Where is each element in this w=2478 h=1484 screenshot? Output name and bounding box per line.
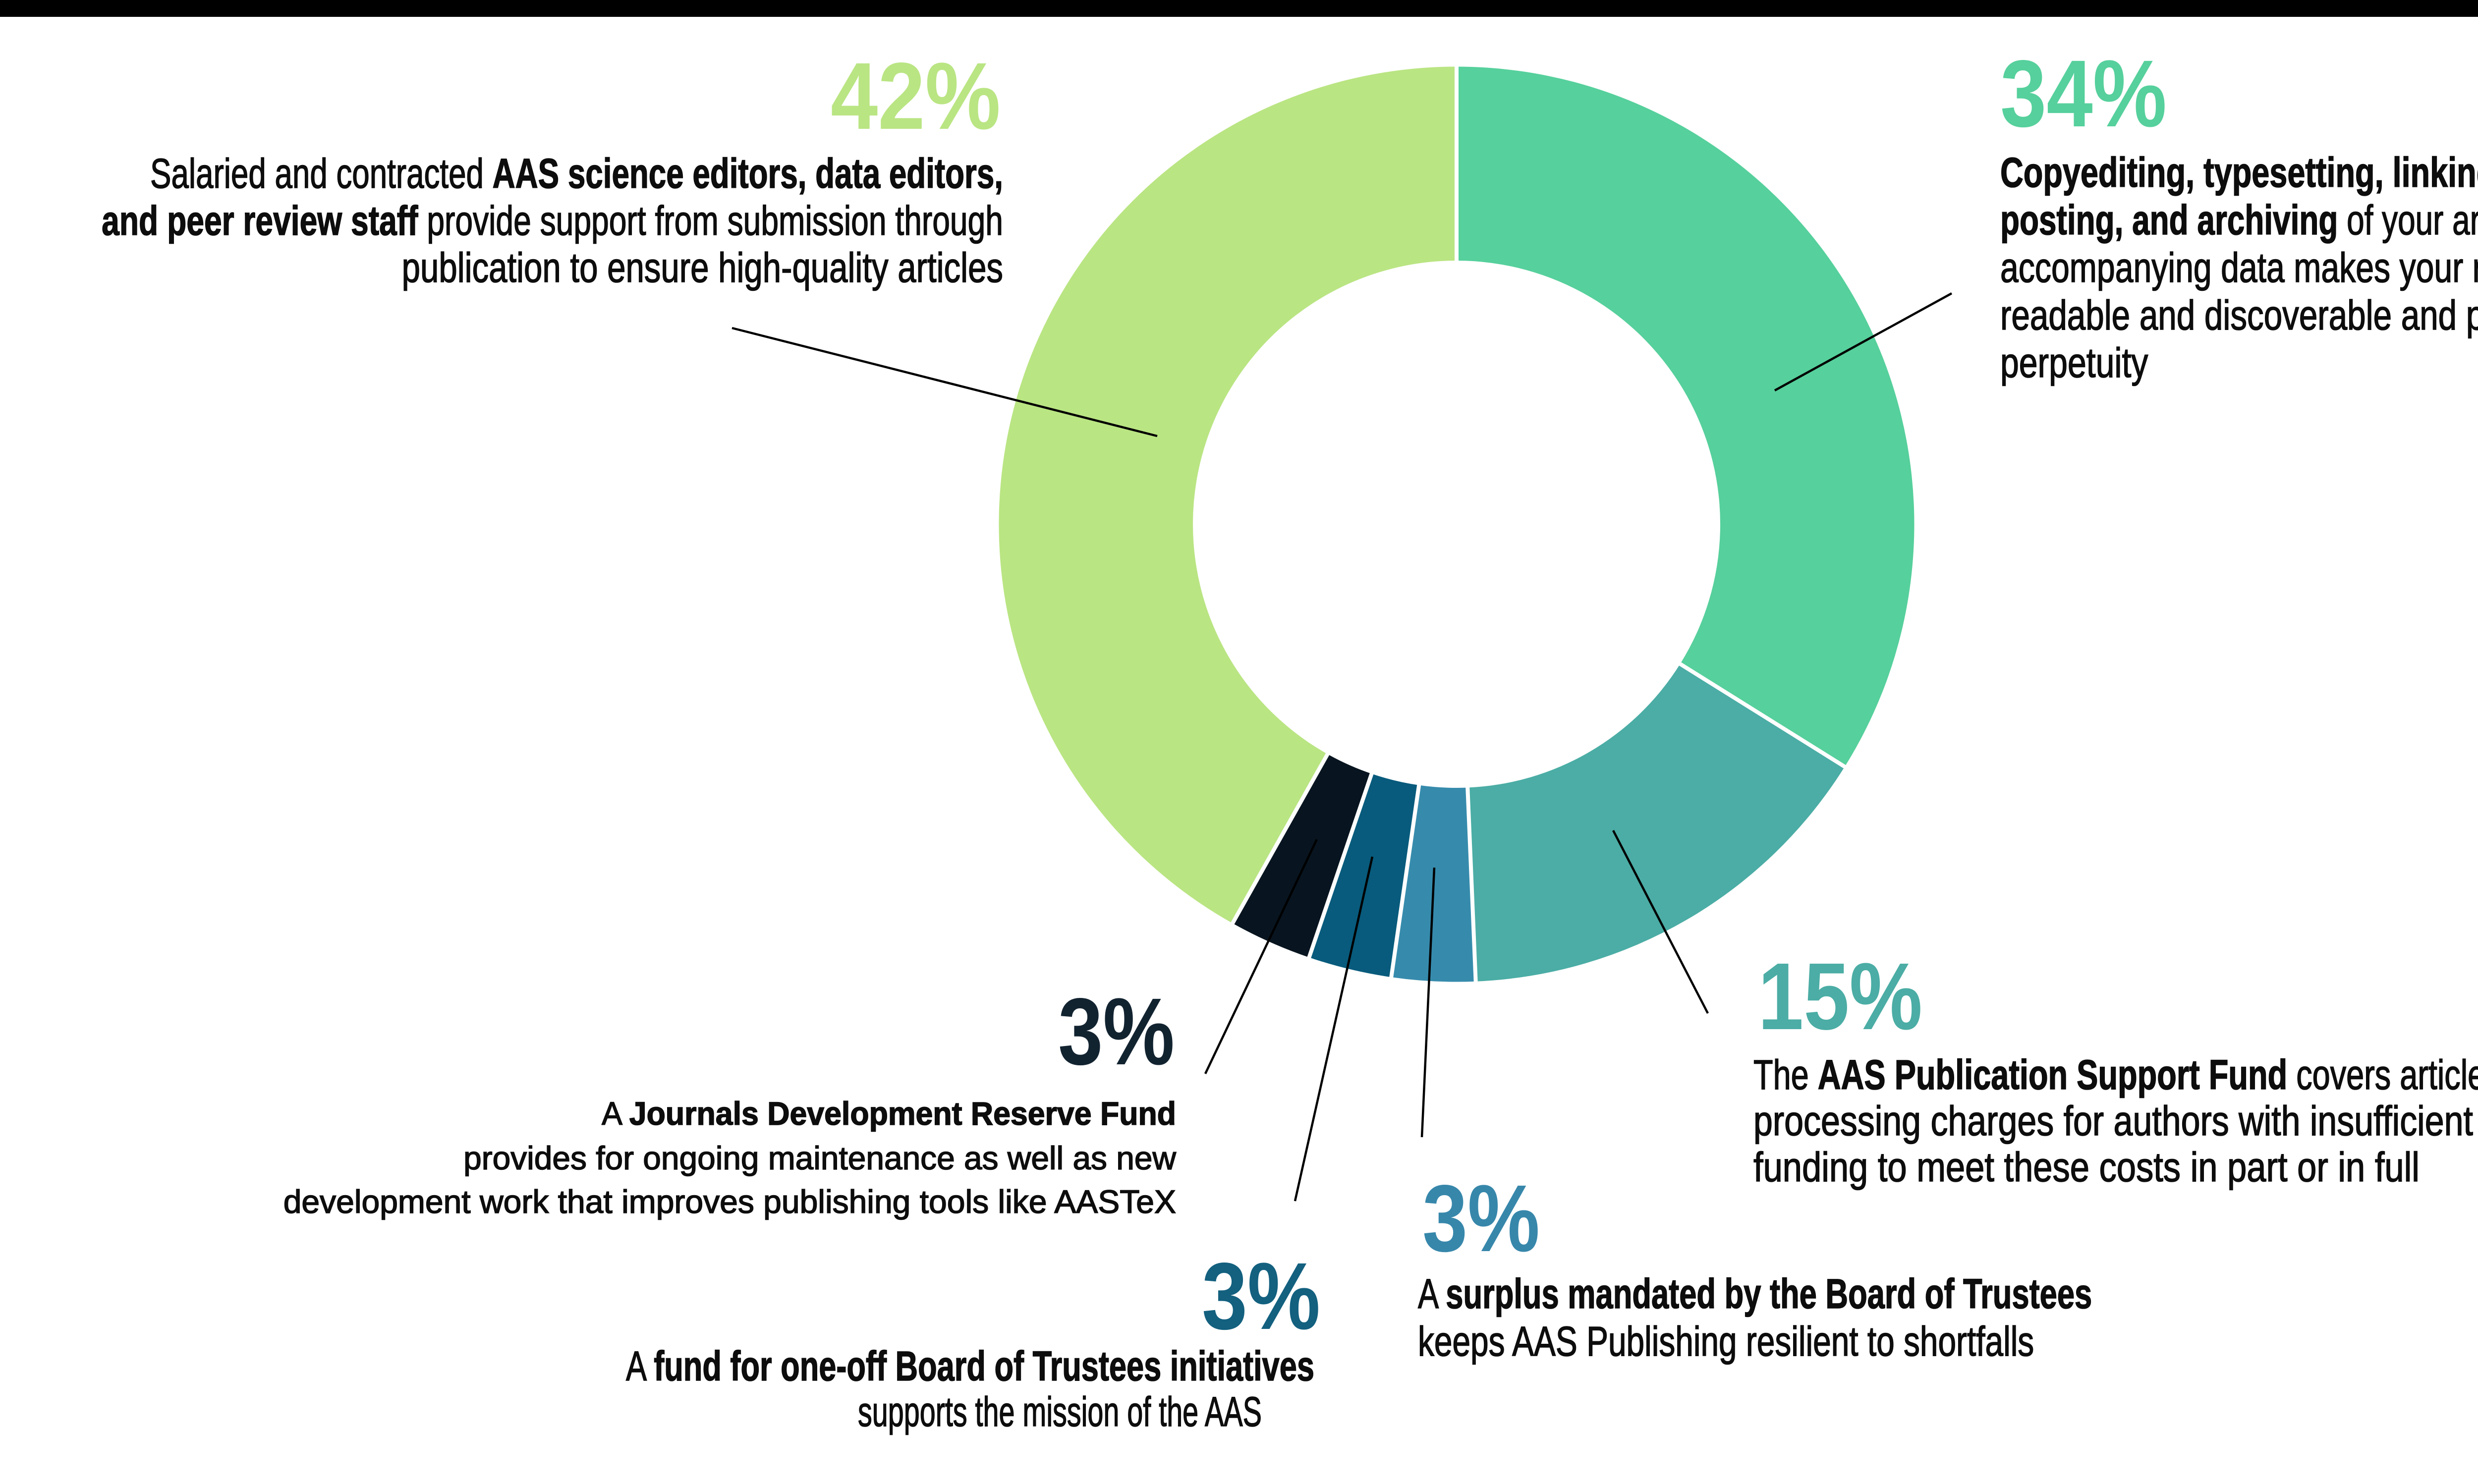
svg-text:readable and discoverable and: readable and discoverable and preserves … — [2000, 292, 2478, 339]
svg-text:3%: 3% — [1058, 978, 1175, 1085]
svg-text:A Journals Development Reserve: A Journals Development Reserve Fund — [602, 1096, 1176, 1132]
svg-text:42%: 42% — [831, 43, 1001, 149]
svg-text:funding to meet these costs in: funding to meet these costs in part or i… — [1753, 1144, 2420, 1190]
svg-text:34%: 34% — [2000, 41, 2167, 147]
svg-text:posting, and archiving of your: posting, and archiving of your article a… — [2000, 196, 2478, 243]
svg-text:perpetuity: perpetuity — [2000, 340, 2148, 386]
svg-text:keeps AAS Publishing resilient: keeps AAS Publishing resilient to shortf… — [1418, 1318, 2034, 1365]
svg-text:accompanying data makes your r: accompanying data makes your research mo… — [2000, 245, 2478, 291]
svg-text:supports the mission of the AA: supports the mission of the AAS — [858, 1389, 1262, 1435]
svg-text:A surplus mandated by the Boar: A surplus mandated by the Board of Trust… — [1418, 1270, 2092, 1317]
svg-text:3%: 3% — [1202, 1243, 1320, 1349]
svg-text:The AAS Publication Support Fu: The AAS Publication Support Fund covers … — [1753, 1051, 2478, 1098]
svg-text:A fund for one-off Board of Tr: A fund for one-off Board of Trustees ini… — [626, 1343, 1314, 1389]
svg-text:and peer review staff provide: and peer review staff provide support fr… — [102, 197, 1003, 244]
svg-text:Salaried and contracted AAS sc: Salaried and contracted AAS science edit… — [150, 151, 1003, 197]
svg-text:publication to ensure high-qua: publication to ensure high-quality artic… — [402, 245, 1003, 291]
svg-text:3%: 3% — [1422, 1165, 1540, 1271]
svg-text:provides for ongoing maintenan: provides for ongoing maintenance as well… — [463, 1140, 1176, 1176]
svg-text:processing charges for authors: processing charges for authors with insu… — [1753, 1098, 2473, 1144]
svg-text:development work that improves: development work that improves publishin… — [283, 1183, 1176, 1220]
svg-text:15%: 15% — [1758, 944, 1922, 1050]
svg-text:Copyediting, typesetting, link: Copyediting, typesetting, linking and ta… — [2000, 149, 2478, 196]
